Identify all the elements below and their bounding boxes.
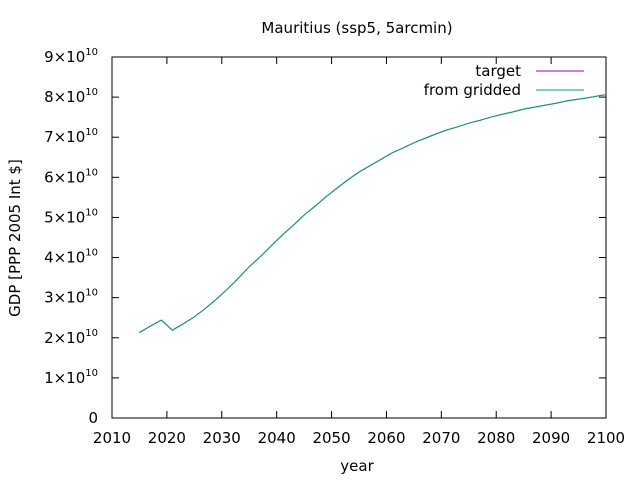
x-tick-label: 2050 (312, 429, 350, 447)
y-tick-label: 8×1010 (44, 87, 98, 106)
x-axis-label: year (340, 457, 374, 475)
y-tick-labels: 0 1×1010 2×1010 3×1010 4×1010 5×1010 6×1010 7×1… (44, 47, 98, 427)
y-tick-label: 3×1010 (44, 288, 98, 307)
x-tick-label: 2070 (422, 429, 460, 447)
y-tick-label: 9×1010 (44, 47, 98, 66)
y-tick-label: 7×1010 (44, 127, 98, 146)
x-tick-label: 2010 (93, 429, 131, 447)
axis-ticks (111, 56, 607, 419)
x-tick-label: 2080 (477, 429, 515, 447)
series-line-from-gridded (139, 94, 607, 334)
x-tick-label: 2090 (532, 429, 570, 447)
x-tick-label: 2100 (587, 429, 625, 447)
y-tick-label: 6×1010 (44, 167, 98, 186)
chart-title: Mauritius (ssp5, 5arcmin) (261, 19, 452, 37)
x-tick-label: 2020 (148, 429, 186, 447)
legend-label-from-gridded: from gridded (424, 81, 521, 99)
legend-label-target: target (475, 62, 521, 80)
y-tick-label: 1×1010 (44, 368, 98, 387)
x-tick-label: 2040 (258, 429, 296, 447)
plot-frame (111, 56, 607, 419)
x-tick-labels: 2010 2020 2030 2040 2050 2060 2070 2080 2090 2100 (93, 429, 625, 447)
y-tick-label: 0 (88, 409, 98, 427)
y-tick-label: 4×1010 (44, 248, 98, 267)
x-tick-label: 2060 (367, 429, 405, 447)
x-tick-label: 2030 (203, 429, 241, 447)
y-tick-label: 2×1010 (44, 328, 98, 347)
y-axis-label: GDP [PPP 2005 Int $] (6, 159, 24, 317)
y-tick-label: 5×1010 (44, 207, 98, 226)
series-line-target (139, 94, 607, 334)
legend: target from gridded (424, 62, 584, 99)
series-lines (139, 94, 607, 334)
